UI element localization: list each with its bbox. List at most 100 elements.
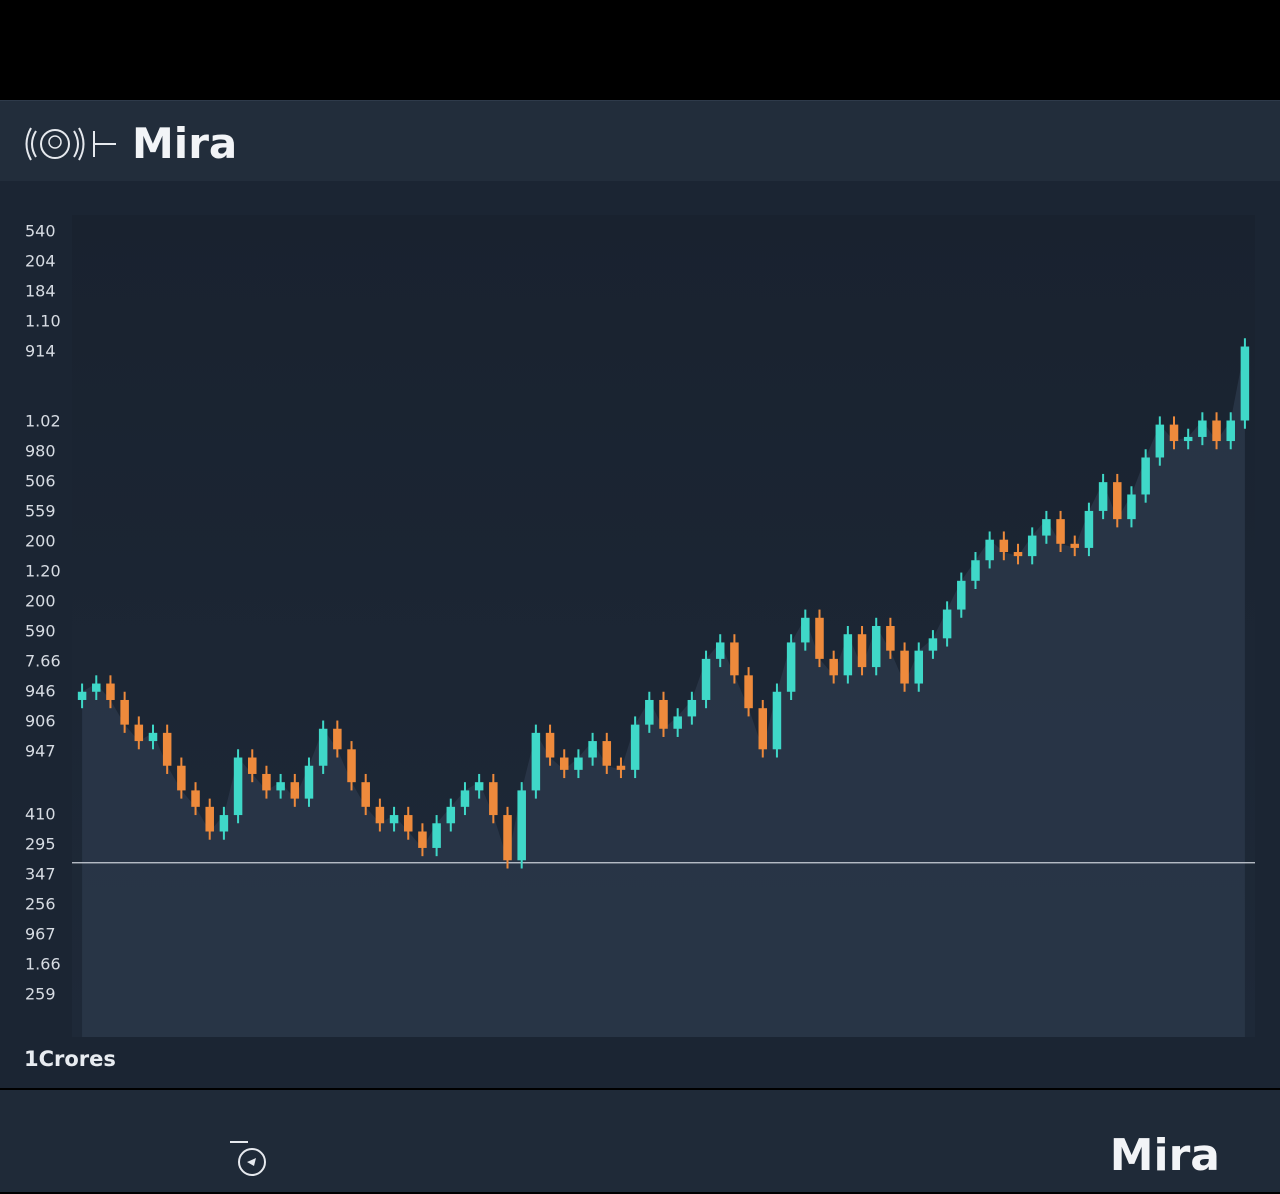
candle-body bbox=[645, 699, 654, 725]
candle-body bbox=[460, 790, 470, 807]
candle-body bbox=[361, 782, 370, 807]
y-axis-label: 980 bbox=[25, 442, 56, 461]
candle-body bbox=[715, 642, 725, 659]
candle-body bbox=[602, 741, 612, 766]
y-axis-label: 259 bbox=[25, 985, 56, 1004]
candle-body bbox=[1056, 519, 1065, 544]
candle-body bbox=[375, 806, 385, 824]
candle-body bbox=[1013, 552, 1023, 557]
y-axis-label: 204 bbox=[25, 252, 56, 271]
candle-body bbox=[1098, 482, 1108, 511]
candle-body bbox=[1113, 482, 1122, 520]
candle-body bbox=[517, 790, 526, 861]
candle-body bbox=[318, 728, 328, 766]
candle-body bbox=[92, 683, 101, 692]
y-axis-label: 1.10 bbox=[25, 312, 61, 331]
candle-body bbox=[418, 831, 427, 848]
candle-body bbox=[134, 724, 144, 742]
candle-body bbox=[474, 782, 484, 791]
footer-title: Mira bbox=[1109, 1130, 1220, 1181]
candle-body bbox=[815, 617, 824, 659]
candle-body bbox=[503, 815, 512, 861]
candle-body bbox=[1084, 510, 1094, 548]
y-axis-label: 1.66 bbox=[25, 955, 61, 974]
candle-body bbox=[630, 724, 640, 770]
candle-body bbox=[1226, 420, 1235, 442]
candle-body bbox=[1183, 436, 1193, 442]
candle-body bbox=[1027, 535, 1037, 557]
y-axis-label: 906 bbox=[25, 712, 56, 731]
candle-body bbox=[985, 539, 994, 561]
y-axis-label: 347 bbox=[25, 865, 56, 884]
candle-body bbox=[786, 642, 796, 692]
y-axis-label: 559 bbox=[25, 502, 56, 521]
y-axis-label: 200 bbox=[25, 592, 56, 611]
header: Mira bbox=[0, 101, 1280, 181]
candle-body bbox=[545, 732, 555, 758]
y-axis-label: 410 bbox=[25, 805, 56, 824]
candle-body bbox=[177, 765, 186, 791]
candle-body bbox=[120, 699, 129, 725]
candle-body bbox=[531, 732, 541, 791]
candle-body bbox=[588, 741, 597, 758]
candle-body bbox=[347, 749, 356, 783]
candle-body bbox=[999, 539, 1009, 553]
candle-body bbox=[489, 782, 498, 816]
candle-body bbox=[219, 815, 229, 832]
candle-body bbox=[1155, 424, 1165, 458]
candle-body bbox=[205, 806, 214, 832]
candle-body bbox=[871, 626, 881, 668]
logo-icon bbox=[25, 127, 116, 161]
candle-body bbox=[701, 658, 711, 700]
price-area bbox=[82, 346, 1245, 1037]
candle-body bbox=[659, 699, 668, 729]
candle-body bbox=[233, 757, 243, 816]
y-axis-label: 1.02 bbox=[25, 412, 61, 431]
candle-body bbox=[574, 757, 583, 770]
candle-body bbox=[403, 815, 413, 832]
candle-body bbox=[1169, 424, 1179, 442]
candle-body bbox=[801, 617, 810, 643]
candle-body bbox=[730, 642, 739, 676]
candle-body bbox=[843, 634, 853, 676]
candle-body bbox=[900, 650, 909, 684]
candle-body bbox=[971, 560, 980, 581]
top-bar bbox=[0, 0, 1280, 100]
candle-body bbox=[446, 806, 456, 824]
candle-body bbox=[1070, 543, 1079, 548]
y-axis-label: 1.20 bbox=[25, 562, 61, 581]
candle-body bbox=[262, 773, 271, 791]
candle-body bbox=[687, 699, 697, 717]
y-axis-label: 200 bbox=[25, 532, 56, 551]
candle-body bbox=[276, 782, 285, 791]
candle-body bbox=[957, 580, 966, 610]
candle-body bbox=[148, 732, 158, 742]
candle-body bbox=[914, 650, 924, 684]
candle-body bbox=[829, 658, 838, 676]
y-axis-label: 946 bbox=[25, 682, 56, 701]
candle-body bbox=[1127, 494, 1136, 520]
y-axis-label: 295 bbox=[25, 835, 56, 854]
candle-body bbox=[304, 765, 314, 799]
y-axis-label: 967 bbox=[25, 925, 56, 944]
candle-body bbox=[1212, 420, 1221, 442]
footnote: 1Crores bbox=[24, 1047, 116, 1071]
candle-body bbox=[744, 675, 753, 709]
y-axis-label: 506 bbox=[25, 472, 56, 491]
y-axis-label: 947 bbox=[25, 742, 56, 761]
y-axis-label: 184 bbox=[25, 282, 56, 301]
candle-body bbox=[758, 708, 768, 750]
candle-body bbox=[673, 716, 682, 729]
candle-body bbox=[162, 732, 172, 766]
app-title: Mira bbox=[132, 119, 238, 168]
candle-body bbox=[616, 765, 626, 770]
candle-body bbox=[1198, 420, 1207, 437]
candle-body bbox=[290, 782, 300, 799]
candle-body bbox=[942, 609, 952, 639]
candle-body bbox=[772, 691, 782, 750]
candle-body bbox=[248, 757, 257, 774]
y-axis-label: 590 bbox=[25, 622, 56, 641]
chart: 540 204 184 1.10 914 1.02 980 506 559 200 1.20 200 5… bbox=[25, 215, 1255, 1037]
candle-body bbox=[1240, 346, 1250, 421]
